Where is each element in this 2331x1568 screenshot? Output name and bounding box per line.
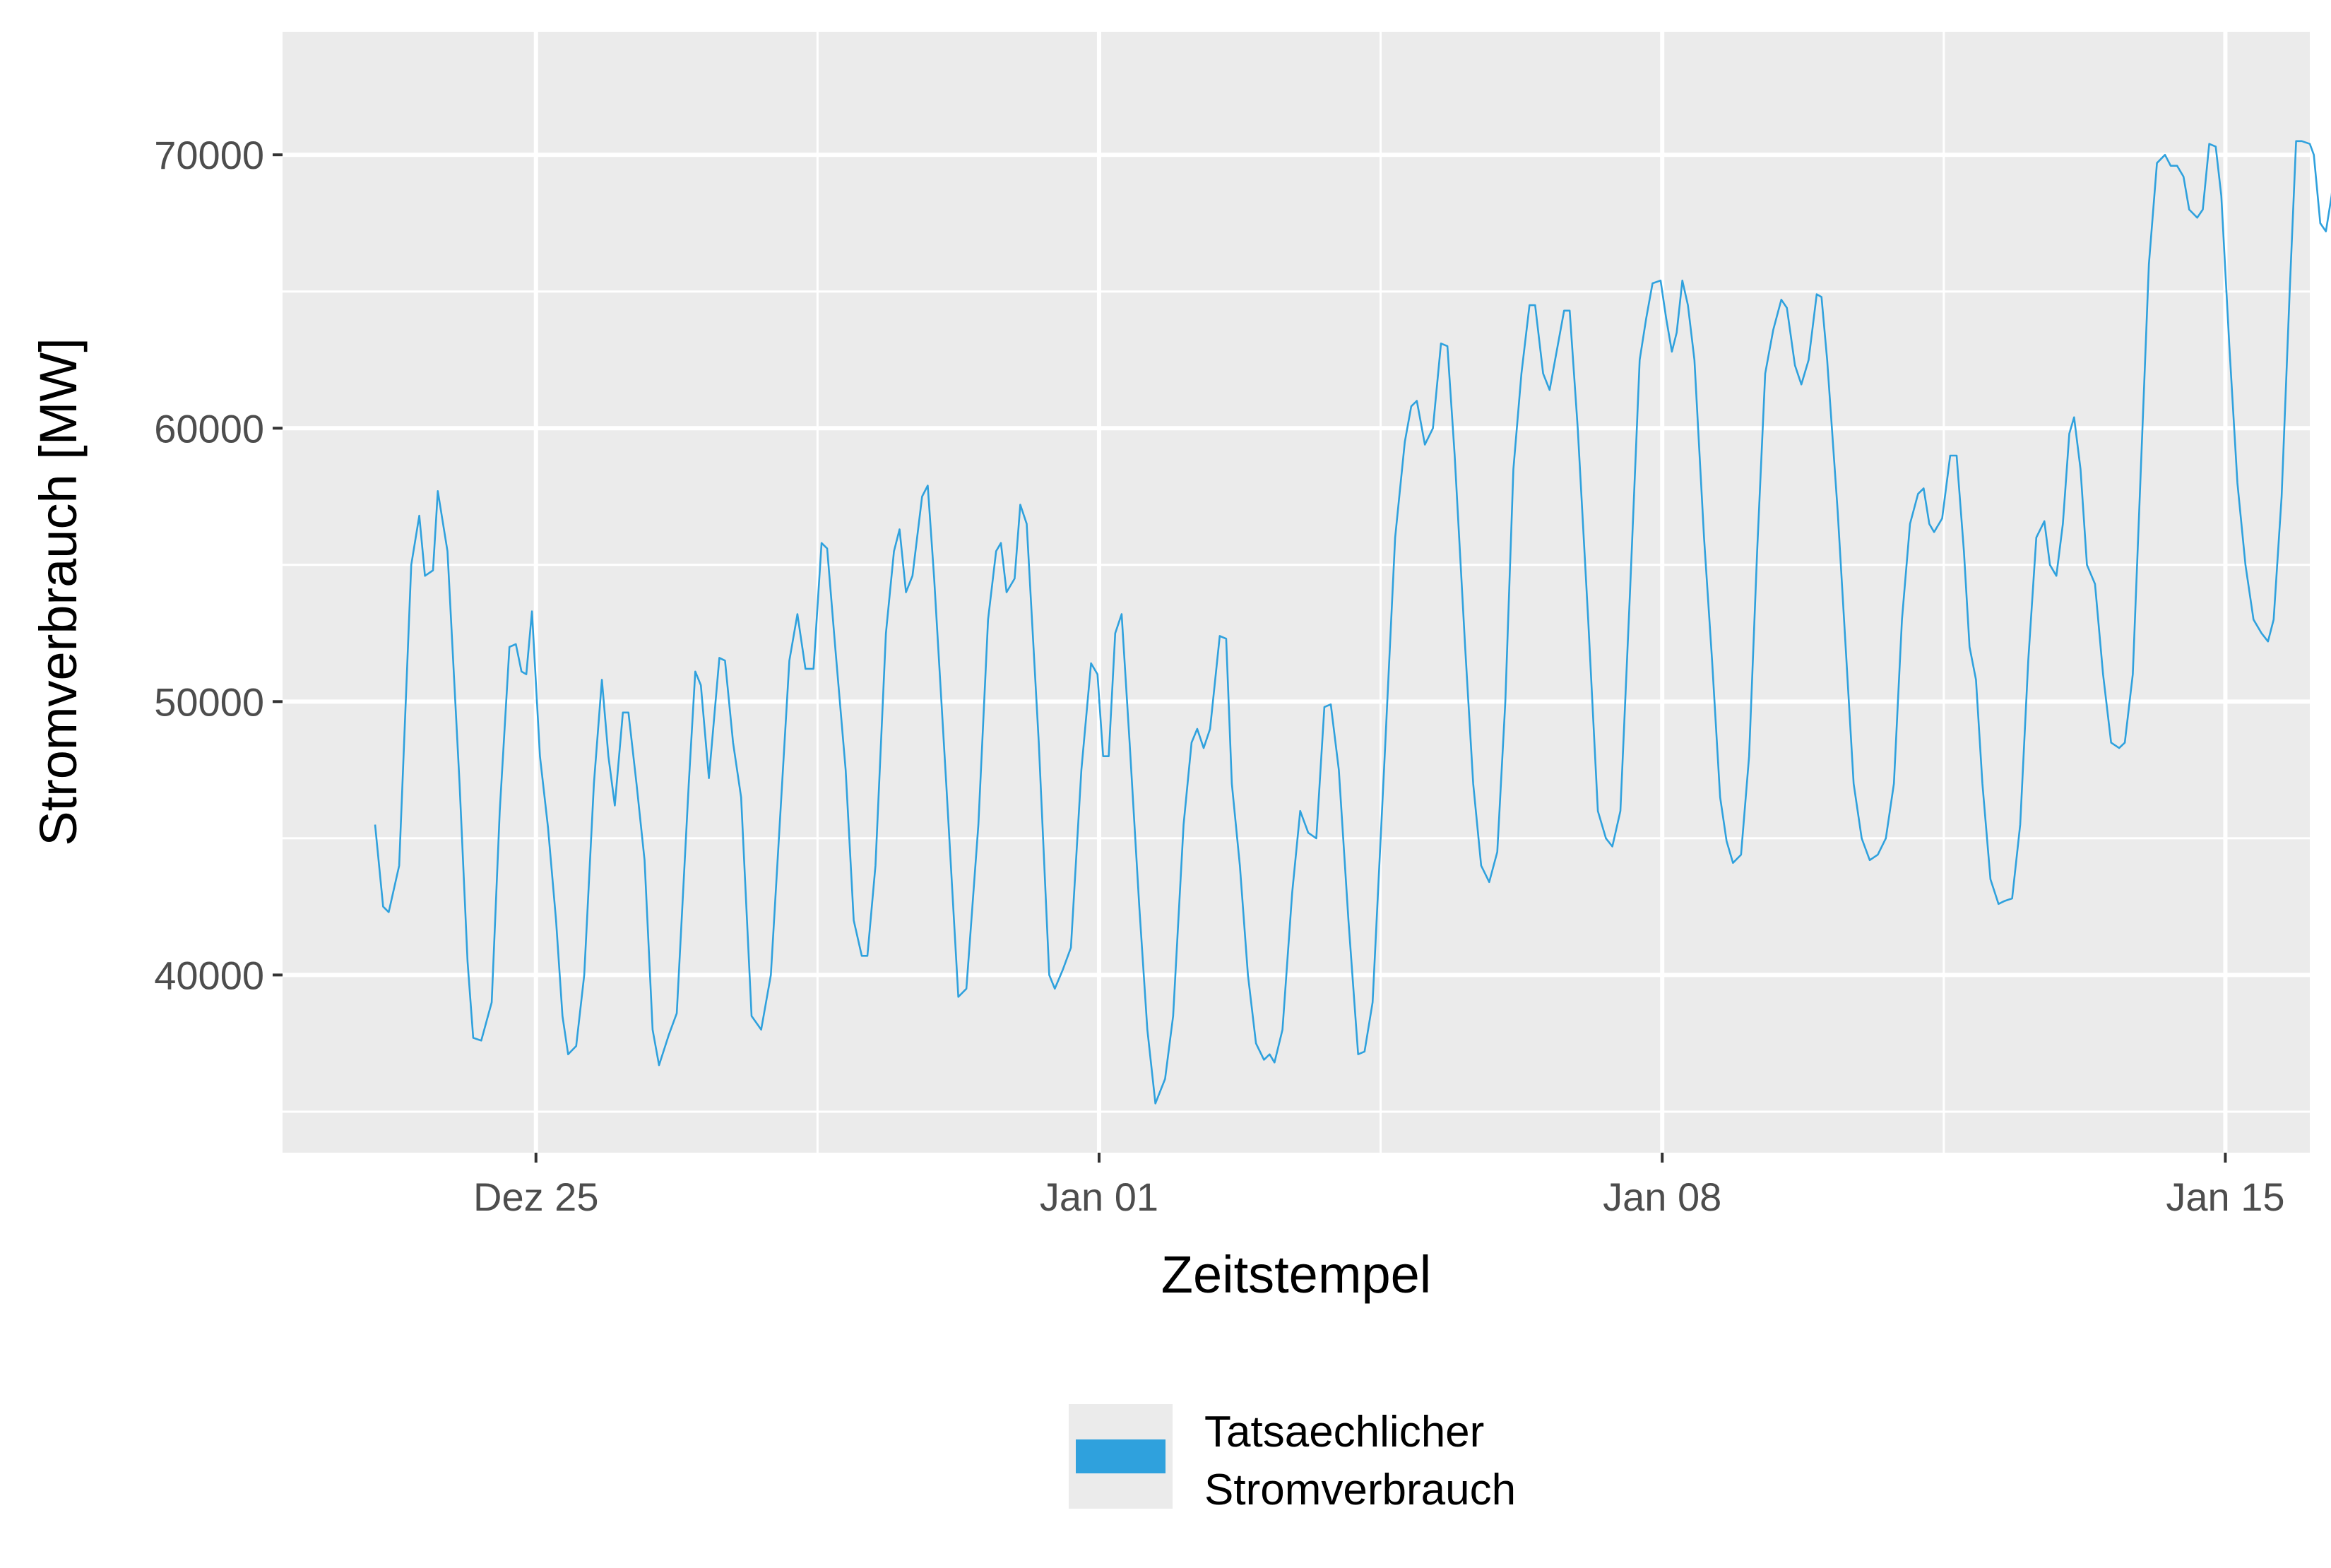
y-tick-label: 60000 <box>154 406 264 451</box>
x-tick-label: Jan 01 <box>1040 1175 1158 1219</box>
legend: Tatsaechlicher Stromverbrauch <box>1069 1404 1516 1514</box>
x-tick-label: Jan 08 <box>1603 1175 1721 1219</box>
x-tick-label: Dez 25 <box>473 1175 598 1219</box>
major-gridlines <box>283 32 2310 1153</box>
plot-panel <box>283 32 2310 1153</box>
x-axis-title: Zeitstempel <box>1161 1245 1431 1304</box>
legend-swatch <box>1076 1439 1166 1473</box>
y-tick-label: 50000 <box>154 679 264 724</box>
series-line <box>374 140 2331 1105</box>
y-axis-title: Stromverbrauch [MW] <box>29 338 88 846</box>
legend-label-line1: Tatsaechlicher <box>1204 1408 1484 1456</box>
y-tick-label: 70000 <box>154 133 264 177</box>
y-axis: 40000 50000 60000 70000 <box>154 133 283 997</box>
x-axis: Dez 25 Jan 01 Jan 08 Jan 15 <box>473 1153 2284 1219</box>
legend-label-line2: Stromverbrauch <box>1204 1466 1516 1514</box>
y-tick-label: 40000 <box>154 953 264 997</box>
series-layer <box>374 140 2331 1105</box>
x-tick-label: Jan 15 <box>2166 1175 2284 1219</box>
